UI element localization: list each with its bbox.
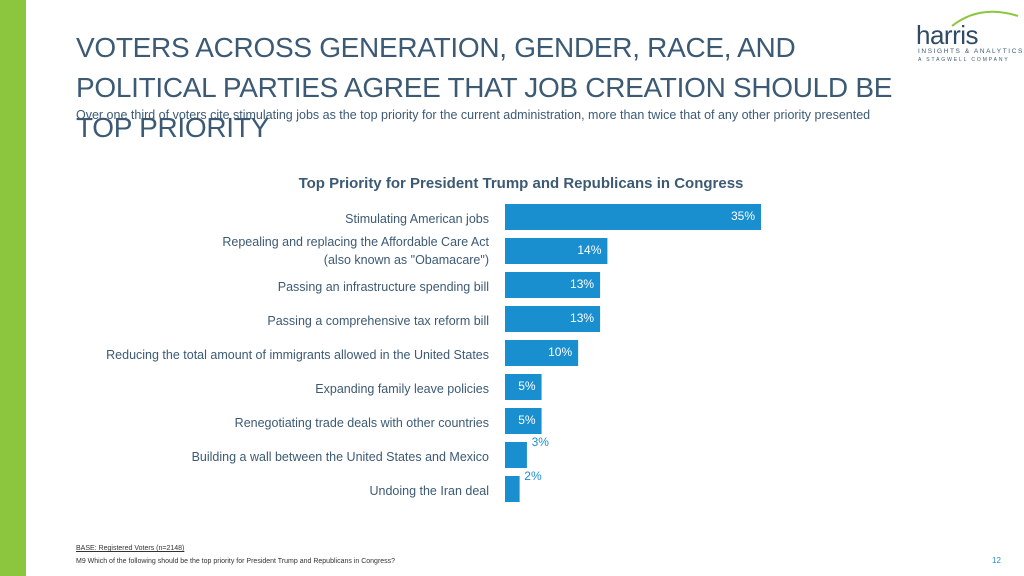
value-label-3: 13% bbox=[570, 277, 594, 291]
page-title: VOTERS ACROSS GENERATION, GENDER, RACE, … bbox=[76, 32, 893, 143]
bar-5 bbox=[505, 340, 579, 366]
logo-wordmark: harris bbox=[916, 20, 979, 50]
bar-2 bbox=[505, 238, 608, 264]
category-label-8: Building a wall between the United State… bbox=[192, 450, 489, 464]
category-label-5: Reducing the total amount of immigrants … bbox=[106, 348, 489, 362]
value-label-9: 2% bbox=[524, 469, 542, 483]
value-label-1: 35% bbox=[731, 209, 755, 223]
bar-6 bbox=[505, 374, 542, 400]
category-label-2: Repealing and replacing the Affordable C… bbox=[222, 235, 489, 267]
chart-title: Top Priority for President Trump and Rep… bbox=[299, 175, 744, 192]
page-subtitle: Over one third of voters cite stimulatin… bbox=[76, 108, 871, 122]
category-label-3: Passing an infrastructure spending bill bbox=[278, 280, 489, 294]
category-label-9: Undoing the Iran deal bbox=[369, 484, 489, 498]
logo-swoosh-icon bbox=[951, 10, 1019, 27]
bar-1 bbox=[505, 204, 761, 230]
logo-tagline: INSIGHTS & ANALYTICS bbox=[918, 48, 1024, 55]
page-number: 12 bbox=[992, 556, 1001, 565]
value-label-2: 14% bbox=[577, 243, 601, 257]
question-note: M9 Which of the following should be the … bbox=[76, 558, 396, 565]
bar-7 bbox=[505, 408, 542, 434]
bar-9 bbox=[505, 476, 520, 502]
category-label-7: Renegotiating trade deals with other cou… bbox=[235, 416, 489, 430]
category-label-4: Passing a comprehensive tax reform bill bbox=[267, 314, 489, 328]
value-label-8: 3% bbox=[532, 435, 550, 449]
base-note: BASE: Registered Voters (n=2148) bbox=[76, 545, 185, 552]
bar-4 bbox=[505, 306, 601, 332]
value-label-5: 10% bbox=[548, 345, 572, 359]
accent-bar bbox=[0, 0, 26, 576]
category-label-6: Expanding family leave policies bbox=[315, 382, 489, 396]
value-label-4: 13% bbox=[570, 311, 594, 325]
category-label-1: Stimulating American jobs bbox=[345, 212, 489, 226]
harris-logo: harris INSIGHTS & ANALYTICS A STAGWELL C… bbox=[912, 8, 1022, 64]
bar-3 bbox=[505, 272, 601, 298]
value-label-6: 5% bbox=[518, 379, 536, 393]
bar-8 bbox=[505, 442, 527, 468]
value-label-7: 5% bbox=[518, 413, 536, 427]
logo-parent: A STAGWELL COMPANY bbox=[918, 57, 1010, 63]
